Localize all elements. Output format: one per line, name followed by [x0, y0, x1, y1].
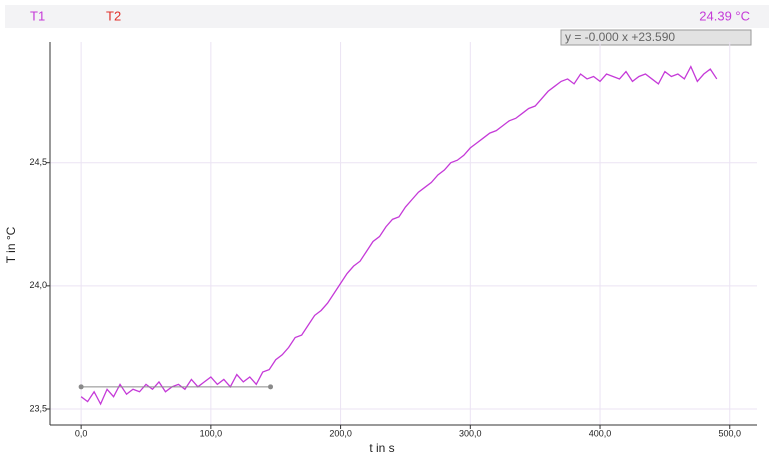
y-tick-label: 23,5	[29, 403, 47, 413]
data-line	[80, 65, 718, 406]
x-tick-label: 300,0	[459, 428, 482, 438]
x-tick-label: 500,0	[718, 428, 741, 438]
y-tick-label: 24,5	[29, 157, 47, 167]
fit-endpoint	[78, 384, 84, 390]
readout: 24.39 °C	[699, 8, 750, 23]
y-tick-label: 24,0	[29, 280, 47, 290]
x-tick-label: 200,0	[329, 428, 352, 438]
legend-item: T2	[106, 8, 121, 23]
x-tick-label: 400,0	[589, 428, 612, 438]
fit-box	[560, 29, 752, 46]
x-axis-label: t in s	[369, 441, 394, 455]
legend-item: T1	[30, 8, 45, 23]
top-bar	[5, 5, 769, 28]
fit-endpoint	[268, 384, 274, 390]
y-axis-label: T in °C	[4, 226, 18, 263]
x-tick-label: 100,0	[200, 428, 223, 438]
fit-equation: y = -0.000 x +23.590	[565, 30, 675, 44]
x-tick-label: 0,0	[75, 428, 88, 438]
